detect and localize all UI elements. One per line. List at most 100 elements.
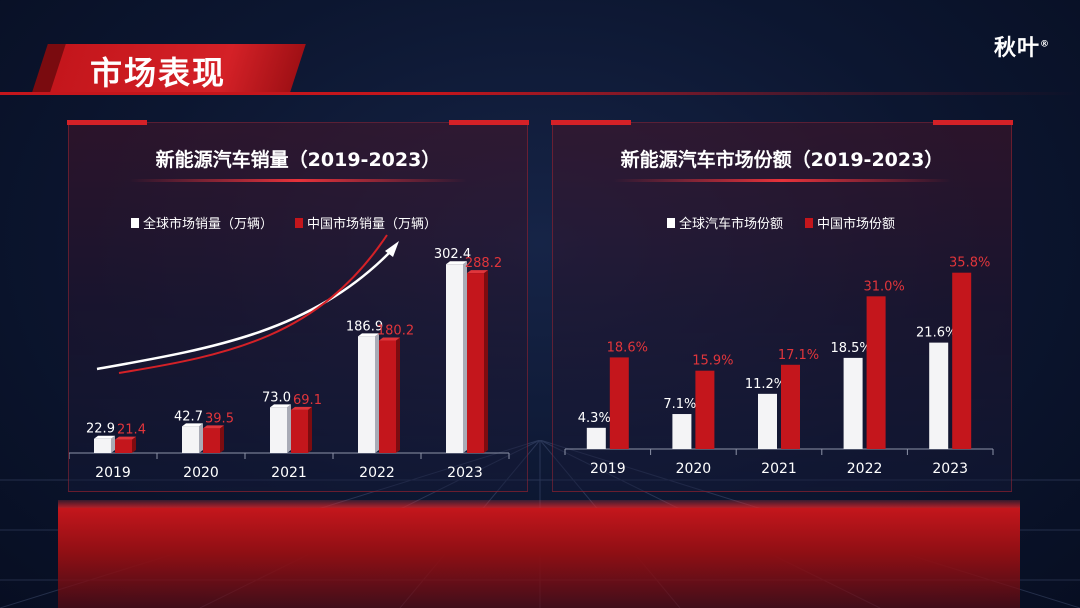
bar-china — [379, 340, 396, 453]
bar-global — [446, 264, 463, 453]
bar-side-china — [484, 270, 488, 453]
sales-chart-panel: 新能源汽车销量（2019-2023） 全球市场销量（万辆） 中国市场销量（万辆）… — [67, 120, 529, 492]
bar-top-global — [94, 435, 115, 439]
bar-top-china — [203, 425, 224, 429]
x-tick-label: 2021 — [271, 465, 307, 481]
bar-china — [952, 272, 972, 449]
trend-curve-china — [118, 234, 388, 374]
data-label-global: 302.4 — [434, 247, 471, 262]
bar-top-global — [358, 333, 379, 337]
data-label-global: 7.1% — [663, 397, 696, 412]
trend-curve-global — [96, 252, 390, 371]
data-label-global: 21.6% — [916, 326, 957, 341]
bar-top-china — [291, 406, 312, 410]
bar-china — [695, 370, 715, 449]
data-label-china: 69.1 — [293, 393, 322, 408]
bar-side-china — [308, 406, 312, 453]
data-label-global: 186.9 — [346, 319, 383, 334]
bar-china — [291, 409, 308, 453]
bar-global — [758, 393, 777, 449]
legend-swatch-red — [805, 217, 814, 228]
panel-corner-right — [933, 120, 1013, 125]
data-label-china: 180.2 — [377, 324, 414, 339]
bar-side-china — [396, 337, 400, 453]
bar-china — [467, 273, 484, 453]
data-label-global: 42.7 — [174, 409, 203, 424]
x-tick-label: 2020 — [676, 461, 712, 477]
legend-swatch-white — [667, 217, 675, 228]
bar-side-global — [199, 423, 203, 453]
panel-corner-left — [67, 120, 147, 125]
bar-top-global — [182, 423, 203, 427]
bar-china — [781, 364, 800, 449]
title-underline — [613, 179, 951, 182]
legend-label: 全球市场销量（万辆） — [143, 217, 274, 232]
legend-swatch-red — [295, 217, 304, 228]
data-label-global: 11.2% — [745, 377, 786, 392]
legend-label: 中国市场份额 — [817, 217, 896, 232]
bar-side-china — [132, 436, 136, 453]
panel-corner-left — [551, 120, 631, 125]
legend-label: 全球汽车市场份额 — [679, 217, 784, 232]
registered-mark: ® — [1040, 39, 1051, 50]
bar-global — [182, 426, 199, 453]
legend-item-global: 全球市场销量（万辆） — [131, 213, 273, 232]
data-label-china: 18.6% — [607, 340, 648, 355]
x-tick-label: 2023 — [447, 465, 483, 481]
data-label-china: 288.2 — [465, 256, 502, 271]
page-title: 市场表现 — [90, 54, 227, 92]
bar-side-china — [220, 425, 224, 453]
legend-item-global: 全球汽车市场份额 — [667, 213, 783, 232]
share-chart: 2019 4.3% 18.6% 2020 7.1% 15.9% 2021 11.2% 17.1%… — [564, 256, 994, 477]
logo-text: 秋叶 — [994, 36, 1041, 61]
data-label-global: 18.5% — [830, 341, 871, 356]
data-label-global: 73.0 — [262, 390, 291, 405]
bar-global — [843, 357, 863, 449]
bar-china — [115, 439, 132, 453]
x-tick-label: 2023 — [932, 461, 968, 477]
bar-top-china — [379, 337, 400, 341]
bar-global — [929, 342, 949, 449]
data-label-china: 39.5 — [205, 411, 234, 426]
x-tick-label: 2019 — [95, 465, 131, 481]
x-tick-label: 2021 — [761, 461, 797, 477]
bar-top-global — [446, 261, 467, 265]
data-label-china: 21.4 — [117, 423, 146, 438]
bar-global — [358, 336, 375, 453]
share-chart-legend: 全球汽车市场份额 中国市场份额 — [667, 213, 895, 232]
bar-top-global — [270, 404, 291, 408]
x-tick-label: 2020 — [183, 465, 219, 481]
x-tick-label: 2022 — [847, 461, 883, 477]
bar-side-global — [111, 435, 115, 453]
share-chart-title: 新能源汽车市场份额（2019-2023） — [620, 149, 944, 171]
bar-top-china — [467, 270, 488, 274]
trend-arrow-head — [385, 241, 399, 257]
bar-side-global — [463, 261, 467, 453]
legend-item-china: 中国市场份额 — [805, 213, 895, 232]
bar-global — [94, 438, 111, 453]
x-tick-label: 2022 — [359, 465, 395, 481]
data-label-global: 4.3% — [578, 411, 611, 426]
panel-corner-right — [449, 120, 529, 125]
bar-global — [672, 414, 692, 449]
sales-chart: 2019 22.9 21.4 2020 42.7 39.5 2021 73.0 69.1 2022… — [69, 234, 510, 481]
bar-china — [866, 296, 886, 449]
bar-global — [586, 427, 606, 449]
sales-chart-title: 新能源汽车销量（2019-2023） — [155, 149, 441, 171]
bar-side-global — [287, 404, 291, 453]
sales-chart-legend: 全球市场销量（万辆） 中国市场销量（万辆） — [131, 213, 437, 232]
data-label-china: 35.8% — [949, 256, 990, 271]
data-label-china: 15.9% — [692, 354, 733, 369]
bar-top-china — [115, 436, 136, 440]
bar-china — [609, 357, 629, 449]
title-underline — [129, 179, 467, 182]
header-divider — [0, 92, 1080, 95]
data-label-china: 31.0% — [863, 279, 904, 294]
legend-swatch-white — [131, 217, 139, 228]
bar-china — [203, 428, 220, 453]
legend-label: 中国市场销量（万辆） — [307, 217, 438, 232]
brand-logo: 秋叶® — [994, 30, 1050, 62]
data-label-china: 17.1% — [778, 348, 819, 363]
data-label-global: 22.9 — [86, 422, 115, 437]
share-chart-panel: 新能源汽车市场份额（2019-2023） 全球汽车市场份额 中国市场份额 201… — [551, 120, 1013, 492]
